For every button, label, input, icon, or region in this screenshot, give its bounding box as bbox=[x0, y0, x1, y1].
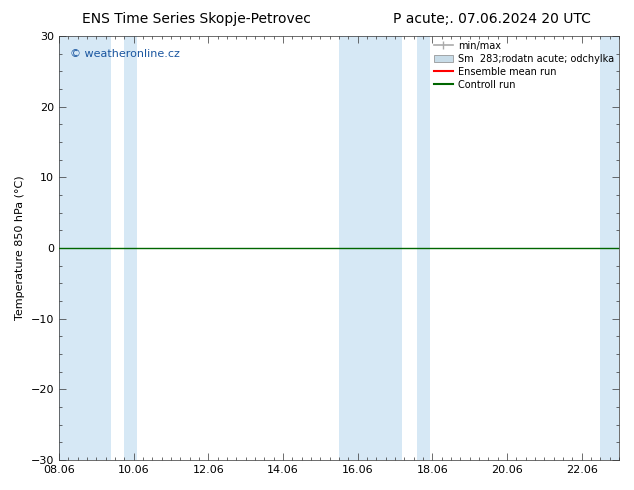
Bar bbox=[417, 36, 430, 460]
Legend: min/max, Sm  283;rodatn acute; odchylka, Ensemble mean run, Controll run: min/max, Sm 283;rodatn acute; odchylka, … bbox=[434, 41, 614, 90]
Text: P acute;. 07.06.2024 20 UTC: P acute;. 07.06.2024 20 UTC bbox=[393, 12, 591, 26]
Bar bbox=[124, 36, 138, 460]
Y-axis label: Temperature 850 hPa (°C): Temperature 850 hPa (°C) bbox=[15, 176, 25, 320]
Text: © weatheronline.cz: © weatheronline.cz bbox=[70, 49, 180, 59]
Bar bbox=[600, 36, 619, 460]
Text: ENS Time Series Skopje-Petrovec: ENS Time Series Skopje-Petrovec bbox=[82, 12, 311, 26]
Bar bbox=[59, 36, 111, 460]
Bar bbox=[339, 36, 403, 460]
